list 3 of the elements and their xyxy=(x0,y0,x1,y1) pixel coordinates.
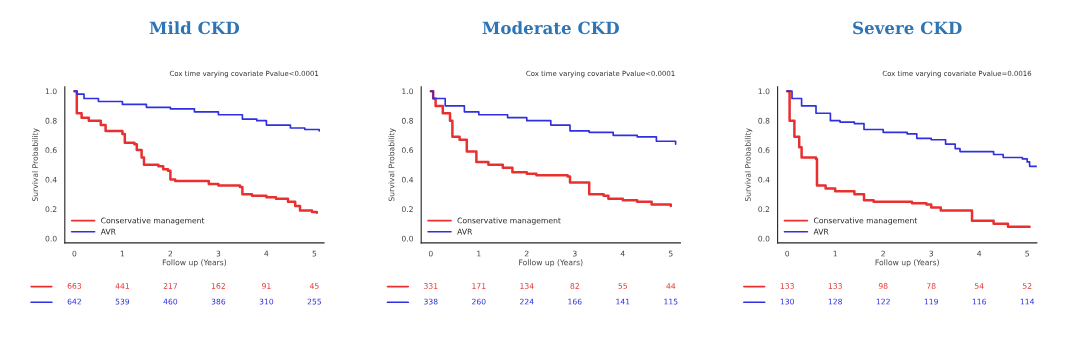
chart-title: Moderate CKD xyxy=(482,21,619,35)
chart-title: Severe CKD xyxy=(853,21,962,35)
chart-title: Mild CKD xyxy=(149,21,240,35)
